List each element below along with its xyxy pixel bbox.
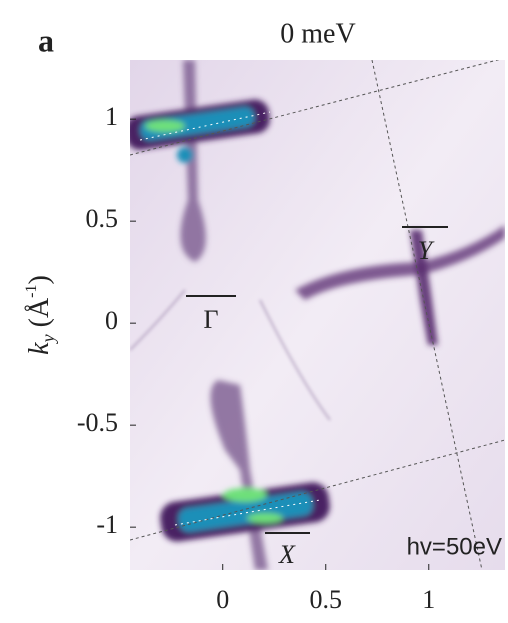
figure: a 0 meV Γ (0, 0, 508, 618)
ylabel-part: -1 (23, 285, 40, 298)
intensity-map (123, 58, 505, 570)
chart-title: 0 meV (280, 18, 355, 49)
y-tick-label: -1 (96, 510, 118, 539)
y-tick-label: 1 (105, 102, 118, 131)
y-tick-label: 0.5 (86, 204, 119, 233)
x-tick-label: 0.5 (309, 585, 342, 614)
gamma-label: Γ (203, 305, 218, 334)
ylabel-part: y (38, 334, 58, 344)
x-tick-label: 0 (216, 585, 229, 614)
panel-label: a (38, 22, 54, 58)
x-point-label: X (278, 540, 296, 569)
x-tick-label: 1 (422, 585, 435, 614)
photon-energy: hv=50eV (407, 533, 502, 560)
y-point-label: Y (418, 236, 435, 265)
y-tick-label: 0 (105, 306, 118, 335)
ylabel-part: ) (24, 275, 55, 284)
ylabel-part: (Å (24, 297, 55, 334)
y-tick-label: -0.5 (77, 408, 118, 437)
y-axis-label: ky (Å-1) (23, 275, 58, 355)
ylabel-part: k (24, 342, 55, 355)
